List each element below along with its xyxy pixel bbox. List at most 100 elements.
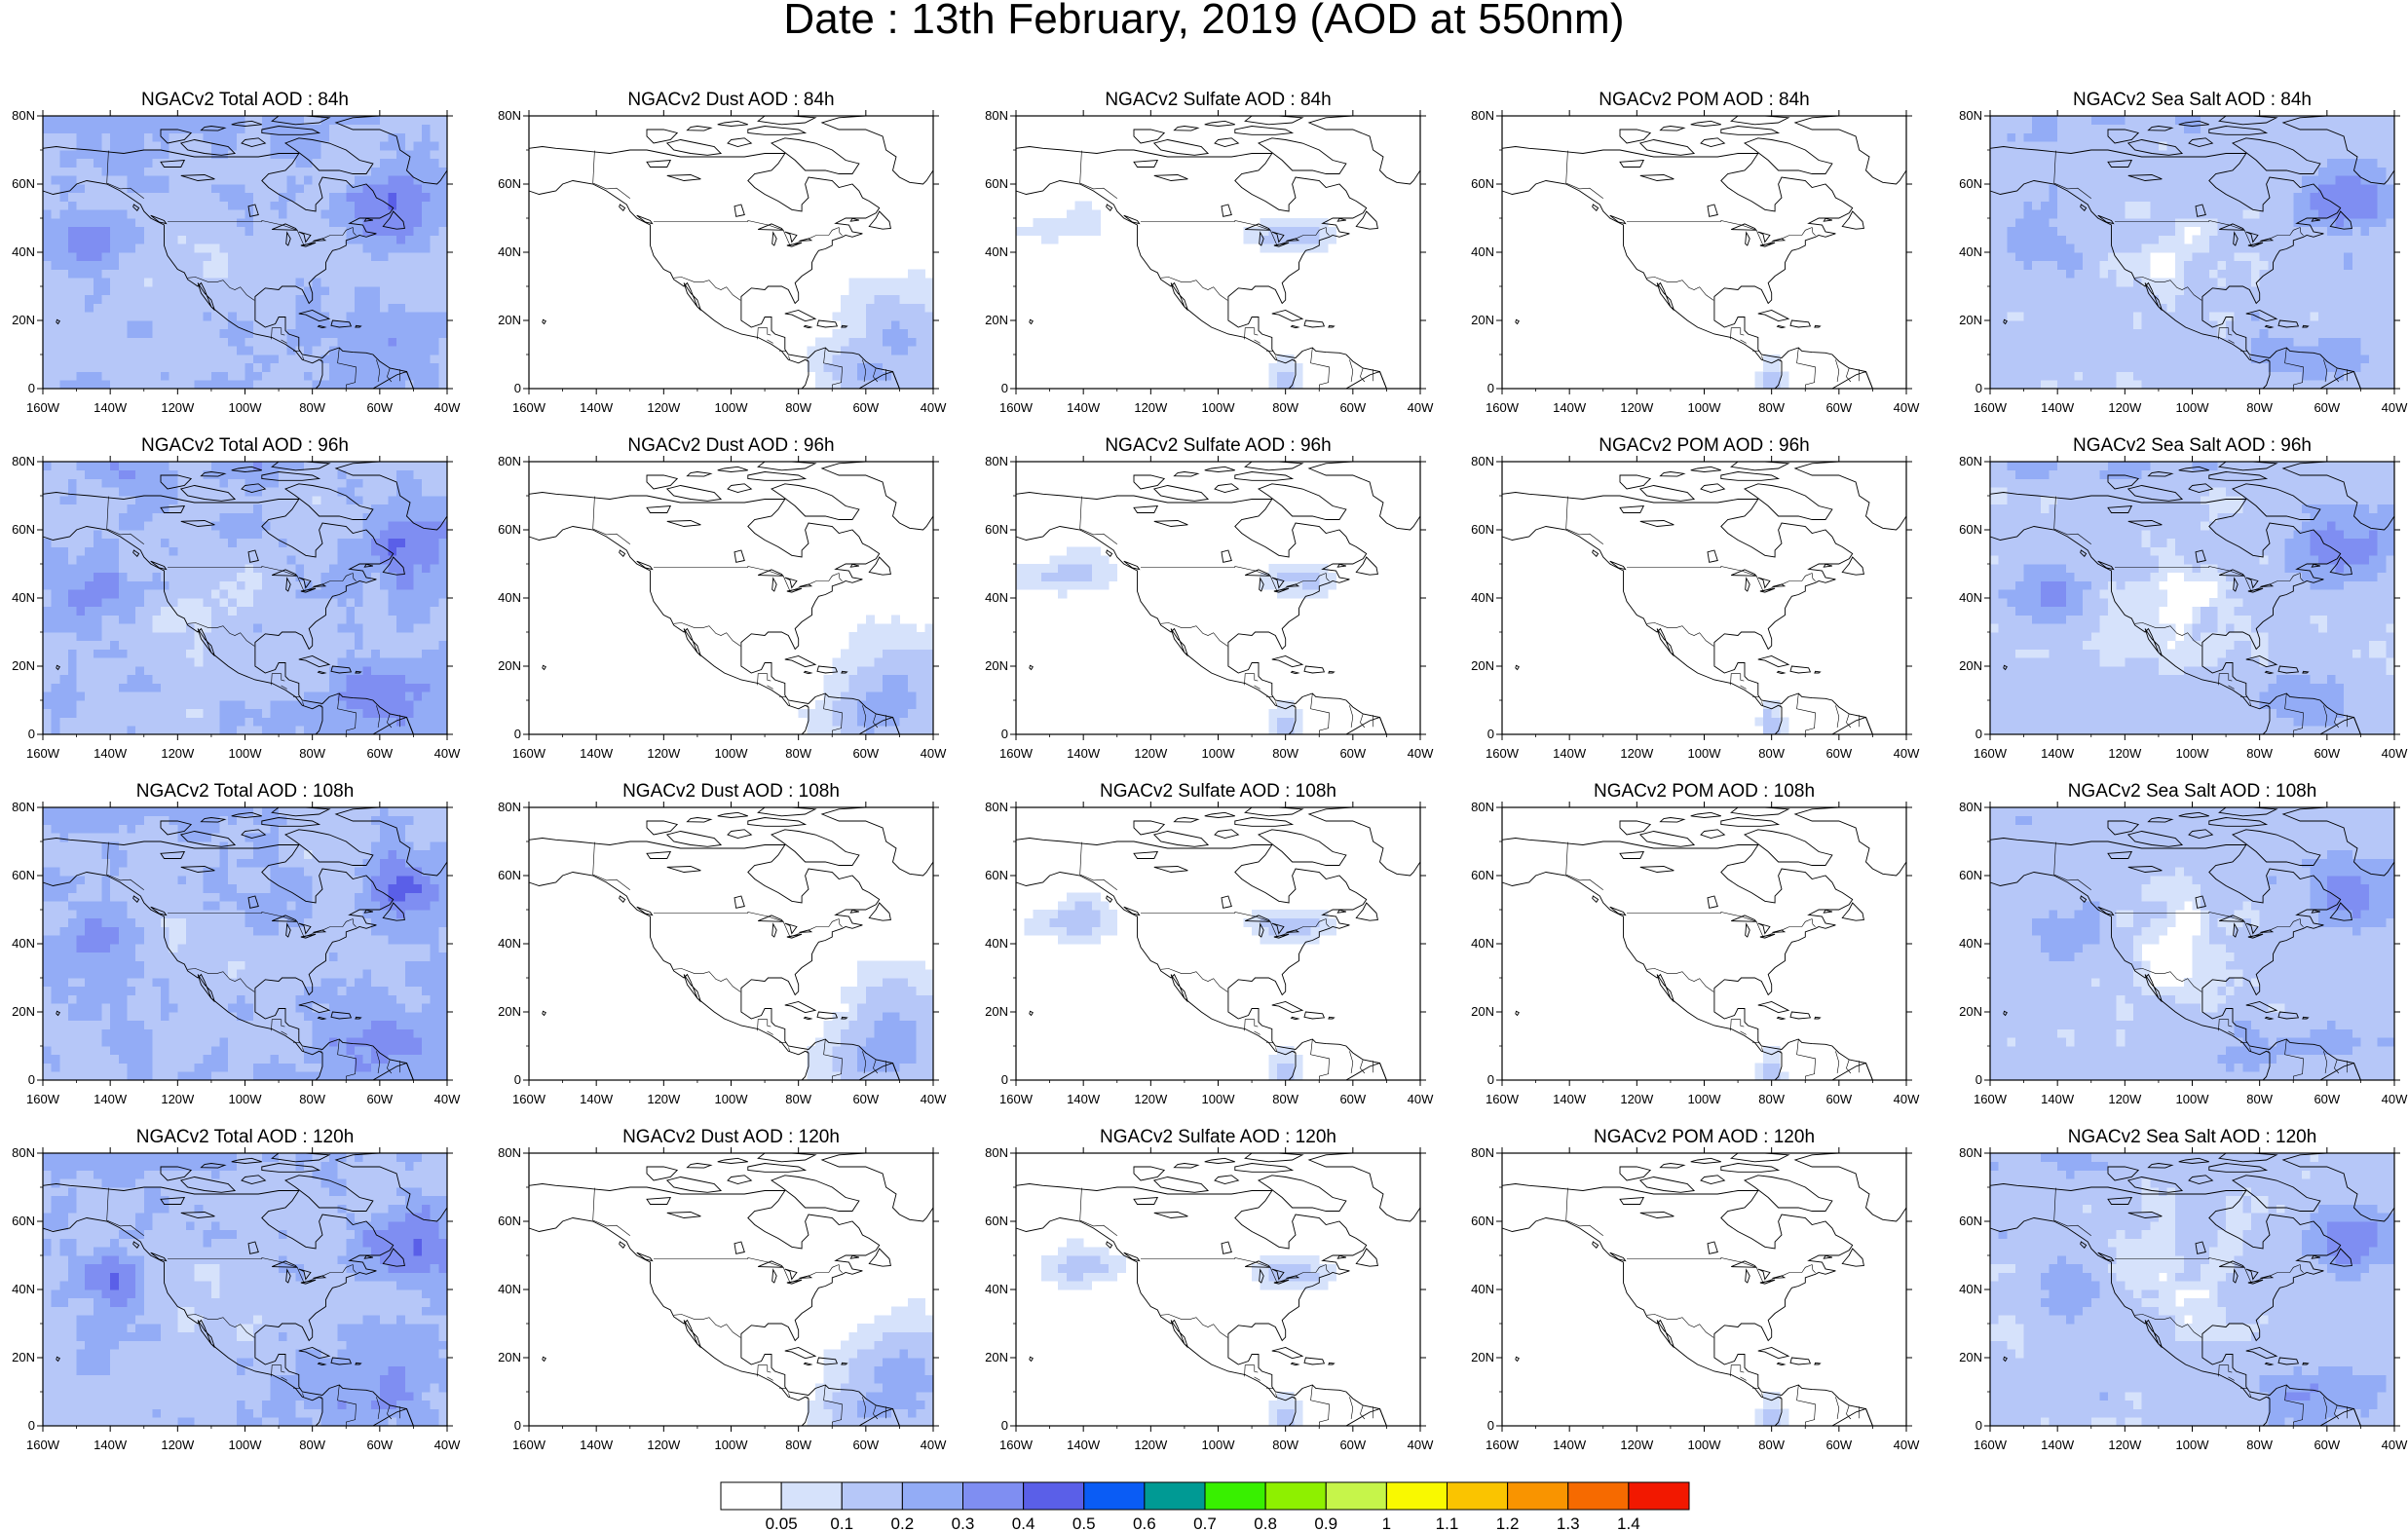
aod-cell xyxy=(102,320,111,329)
aod-cell xyxy=(320,616,329,624)
aod-cell xyxy=(203,202,211,210)
aod-cell xyxy=(380,202,389,210)
aod-cell xyxy=(363,193,372,202)
island xyxy=(850,218,859,221)
aod-cell xyxy=(195,564,204,573)
aod-cell xyxy=(2175,227,2184,236)
aod-cell xyxy=(2276,236,2285,244)
aod-cell xyxy=(94,632,102,641)
aod-cell xyxy=(2311,380,2319,389)
aod-cell xyxy=(2057,380,2066,389)
aod-cell xyxy=(279,623,287,632)
aod-cell xyxy=(2242,304,2251,313)
aod-cell xyxy=(329,159,338,168)
aod-cell xyxy=(815,338,824,347)
aod-cell xyxy=(431,236,439,244)
aod-cell xyxy=(211,691,220,700)
aod-cell xyxy=(396,346,405,355)
aod-cell xyxy=(195,261,204,270)
aod-cell xyxy=(85,623,94,632)
aod-cell xyxy=(2133,252,2142,261)
aod-cell xyxy=(832,355,841,363)
aod-cell xyxy=(161,320,169,329)
aod-cell xyxy=(144,286,153,295)
aod-cell xyxy=(169,718,178,727)
aod-cell xyxy=(211,133,220,142)
aod-cell xyxy=(287,581,296,590)
aod-cell xyxy=(355,623,363,632)
aod-cell xyxy=(422,623,431,632)
aod-cell xyxy=(2150,312,2159,320)
aod-cell xyxy=(135,295,144,304)
aod-cell xyxy=(304,372,313,381)
aod-cell xyxy=(899,380,908,389)
aod-cell xyxy=(431,355,439,363)
aod-cell xyxy=(2276,125,2285,133)
aod-cell xyxy=(102,133,111,142)
aod-cell xyxy=(2378,141,2387,150)
aod-cell xyxy=(237,623,245,632)
aod-cell xyxy=(405,286,414,295)
aod-cell xyxy=(135,718,144,727)
aod-cell xyxy=(287,236,296,244)
aod-cell xyxy=(2193,252,2201,261)
aod-cell xyxy=(2108,116,2117,125)
aod-cell xyxy=(102,709,111,718)
aod-cell xyxy=(431,243,439,252)
aod-cell xyxy=(338,236,347,244)
aod-cell xyxy=(228,175,237,184)
aod-cell xyxy=(203,380,211,389)
aod-cell xyxy=(329,184,338,193)
aod-cell xyxy=(2024,355,2033,363)
aod-cell xyxy=(2335,243,2344,252)
aod-cell xyxy=(43,555,52,564)
aod-cell xyxy=(270,616,279,624)
aod-cell xyxy=(127,168,135,176)
aod-cell xyxy=(43,295,52,304)
aod-cell xyxy=(52,555,60,564)
aod-cell xyxy=(857,286,866,295)
lake xyxy=(667,175,701,181)
aod-cell xyxy=(2015,363,2024,372)
aod-cell xyxy=(346,363,355,372)
aod-cell xyxy=(405,573,414,581)
aod-cell xyxy=(245,666,254,675)
island xyxy=(1175,127,1198,131)
aod-cell xyxy=(220,581,229,590)
aod-cell xyxy=(2032,184,2041,193)
aod-cell xyxy=(52,607,60,616)
aod-cell xyxy=(438,202,447,210)
aod-cell xyxy=(1286,372,1295,381)
aod-cell xyxy=(438,218,447,227)
aod-cell xyxy=(262,261,271,270)
aod-cell xyxy=(422,598,431,607)
lake xyxy=(1746,233,1750,245)
aod-cell xyxy=(2150,320,2159,329)
aod-cell xyxy=(253,227,262,236)
aod-cell xyxy=(2117,175,2126,184)
aod-cell xyxy=(363,623,372,632)
aod-cell xyxy=(346,521,355,530)
aod-cell xyxy=(2142,141,2151,150)
aod-cell xyxy=(94,209,102,218)
aod-cell xyxy=(177,564,186,573)
aod-cell xyxy=(422,641,431,650)
aod-cell xyxy=(203,218,211,227)
aod-cell xyxy=(346,555,355,564)
aod-cell xyxy=(2327,380,2336,389)
aod-cell xyxy=(2133,184,2142,193)
aod-cell xyxy=(127,355,135,363)
aod-cell xyxy=(279,539,287,547)
aod-cell xyxy=(52,564,60,573)
aod-cell xyxy=(270,607,279,616)
aod-cell xyxy=(287,278,296,286)
aod-cell xyxy=(388,581,396,590)
aod-cell xyxy=(338,607,347,616)
aod-cell xyxy=(1772,363,1781,372)
aod-cell xyxy=(77,193,86,202)
aod-cell xyxy=(891,304,900,313)
aod-cell xyxy=(152,581,161,590)
aod-cell xyxy=(211,236,220,244)
aod-cell xyxy=(77,227,86,236)
